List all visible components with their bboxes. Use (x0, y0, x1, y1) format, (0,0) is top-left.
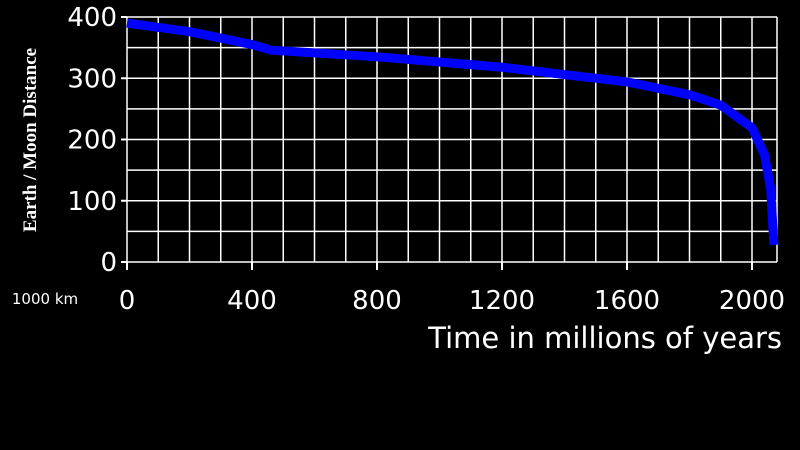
y-tick-label: 100 (67, 187, 117, 217)
y-tick-label: 200 (67, 126, 117, 156)
x-tick-label: 1600 (594, 286, 660, 316)
data-line (126, 18, 779, 246)
y-tick-label: 300 (67, 64, 117, 94)
x-axis-label: Time in millions of years (427, 321, 782, 355)
x-tick-label: 0 (119, 286, 136, 316)
y-unit-label: 1000 km (12, 290, 78, 308)
y-tick-label: 400 (67, 3, 117, 33)
y-axis-label: Earth / Moon Distance (20, 48, 41, 232)
y-tick-label: 0 (100, 248, 117, 278)
x-tick-label: 400 (227, 286, 277, 316)
x-tick-label: 800 (352, 286, 402, 316)
x-tick-label: 2000 (719, 286, 785, 316)
x-tick-label: 1200 (469, 286, 535, 316)
